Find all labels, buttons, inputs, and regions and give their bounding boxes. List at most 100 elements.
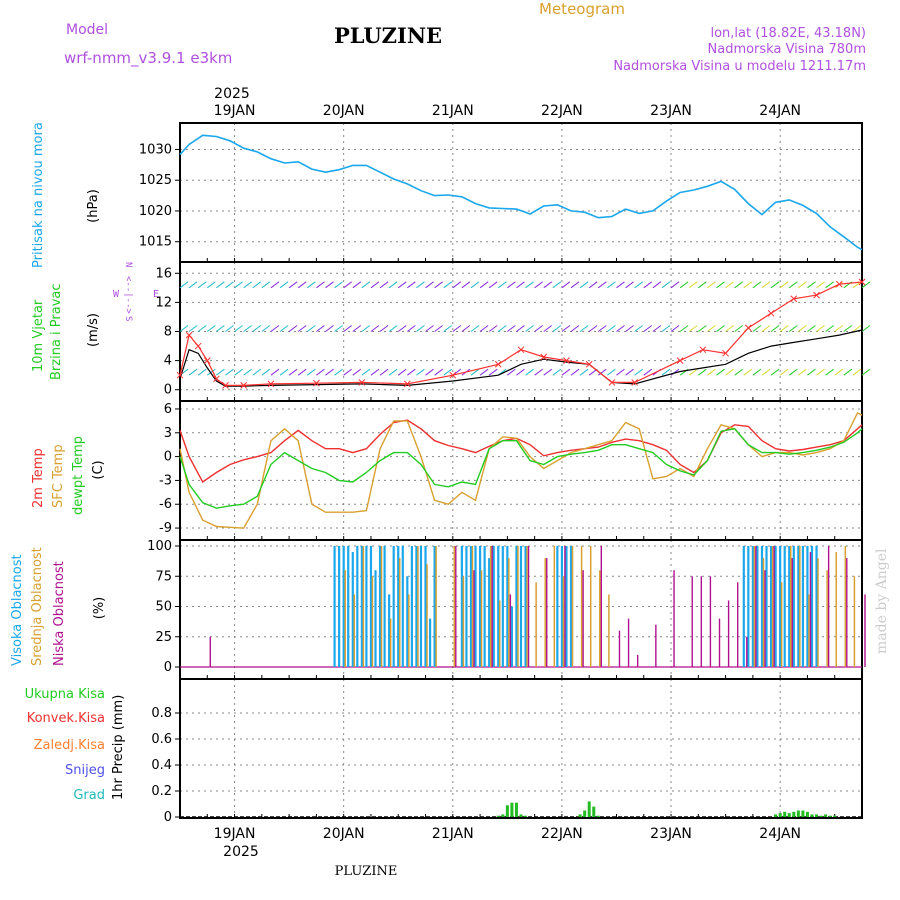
y-tick-label-1-2: 8 <box>164 325 172 340</box>
wind-barb-2-0 <box>179 281 189 289</box>
wind-barb-2-26 <box>297 281 307 289</box>
wind-barb-2-4 <box>197 281 207 289</box>
plot-layer: 1015 1020 1025 1030 0 4 8 12 16 -9 -6 -3 0 3 6 0 25 50 75 1… <box>139 103 871 842</box>
precip-bar-8 <box>583 810 587 817</box>
top-day-label-4: 23JAN <box>650 103 692 119</box>
precip-bar-7 <box>578 814 582 817</box>
wind-gust-marker-7 <box>267 380 275 388</box>
precip-bar-2 <box>505 805 509 817</box>
wind-barb-2-14 <box>243 281 252 289</box>
wind-barb-2-68 <box>488 281 498 289</box>
wind-barb-0-120 <box>725 368 734 376</box>
wind-barb-0-144 <box>834 368 844 376</box>
wind-gust-marker-13 <box>517 346 525 354</box>
y-tick-label-2-4: 3 <box>164 426 172 441</box>
wind-barb-2-150 <box>861 281 871 289</box>
y-tick-label-1-0: 0 <box>164 383 172 398</box>
cloud-label-high: Visoka Oblacnost <box>10 554 25 666</box>
wind-label-line1: 10m Vjetar <box>31 299 46 372</box>
wind-gust-marker-8 <box>313 379 320 387</box>
wind-barb-0-72 <box>507 368 516 376</box>
wind-gust-marker-19 <box>676 357 684 364</box>
wind-barb-0-18 <box>261 368 271 376</box>
wind-barb-2-122 <box>734 281 743 289</box>
wind-barb-1-138 <box>807 325 816 332</box>
wind-barb-1-118 <box>716 325 725 332</box>
wind-barb-1-54 <box>425 325 434 332</box>
model-name: wrf-nmm_v3.9.1 e3km <box>64 49 232 68</box>
cloud-label-mid: Srednja Oblacnost <box>30 547 45 666</box>
wind-barb-1-68 <box>488 325 498 332</box>
wind-barb-2-78 <box>534 281 543 289</box>
wind-barb-0-106 <box>661 368 671 376</box>
wind-barb-0-146 <box>843 368 853 376</box>
wind-barb-0-102 <box>643 368 653 376</box>
wind-barb-1-94 <box>607 325 616 332</box>
wind-gust-marker-26 <box>835 280 843 288</box>
wind-barb-2-18 <box>261 281 271 289</box>
wind-gust-marker-3 <box>203 357 211 364</box>
wind-barb-2-52 <box>416 281 425 289</box>
bottom-day-label-1: 20JAN <box>323 826 365 842</box>
wind-barb-1-92 <box>597 325 607 332</box>
wind-barb-1-74 <box>516 325 525 332</box>
y-tick-label-2-3: 0 <box>164 450 172 465</box>
wind-barb-2-66 <box>479 281 489 289</box>
subtitle: Meteogram <box>539 0 625 18</box>
wind-barb-0-54 <box>425 368 434 376</box>
wind-gust-marker-5 <box>222 382 229 389</box>
wind-speed-line <box>179 329 863 387</box>
precip-bar-1 <box>501 814 505 817</box>
wind-barb-2-6 <box>206 281 216 289</box>
wind-barb-0-140 <box>816 368 825 376</box>
precip-label-snow: Snijeg <box>65 763 105 778</box>
y-tick-label-2-1: -6 <box>159 497 172 512</box>
wind-barb-1-56 <box>434 325 443 332</box>
wind-barb-0-34 <box>334 368 343 376</box>
y-tick-label-4-4: 0.8 <box>151 706 172 721</box>
wind-barb-0-82 <box>552 368 562 376</box>
wind-barb-1-36 <box>343 325 352 332</box>
wind-barb-1-76 <box>525 325 534 332</box>
wind-barb-1-122 <box>734 325 743 332</box>
wind-barb-2-96 <box>616 281 625 289</box>
wind-barb-1-100 <box>634 325 643 332</box>
wind-barb-0-28 <box>307 368 316 376</box>
wind-barb-1-116 <box>707 325 716 332</box>
wind-barb-2-100 <box>634 281 643 289</box>
wind-gust-marker-24 <box>790 295 798 303</box>
precip-bar-15 <box>787 813 791 817</box>
wind-label-line2: Brzina i Pravac <box>49 283 64 380</box>
bottom-day-label-3: 22JAN <box>541 826 583 842</box>
wind-barb-2-82 <box>552 281 562 289</box>
wind-barb-2-46 <box>388 281 398 289</box>
wind-barb-2-32 <box>325 281 334 289</box>
wind-barb-0-122 <box>734 368 743 376</box>
precip-label-total: Ukupna Kisa <box>25 687 105 702</box>
wind-barb-0-126 <box>752 368 762 376</box>
wind-barb-2-140 <box>816 281 825 289</box>
wind-barb-2-80 <box>543 281 553 289</box>
wind-barb-1-64 <box>470 325 480 332</box>
wind-barb-1-102 <box>643 325 653 332</box>
wind-barb-2-44 <box>379 281 389 289</box>
wind-barb-2-12 <box>234 281 243 289</box>
wind-dir-south: S <box>123 316 133 321</box>
precip-bar-12 <box>774 814 778 817</box>
wind-barb-1-8 <box>216 325 225 332</box>
wind-barb-0-8 <box>216 368 225 376</box>
wind-barb-0-4 <box>197 368 207 376</box>
y-tick-label-4-3: 0.6 <box>151 732 172 747</box>
wind-barb-0-32 <box>325 368 334 376</box>
wind-barb-1-4 <box>197 325 207 332</box>
y-tick-label-1-4: 16 <box>155 266 172 281</box>
wind-barb-2-74 <box>516 281 525 289</box>
wind-barb-1-84 <box>561 325 571 332</box>
wind-barb-0-6 <box>206 368 216 376</box>
wind-barb-2-104 <box>652 281 662 289</box>
bottom-day-label-2: 21JAN <box>432 826 474 842</box>
top-day-label-5: 24JAN <box>759 103 801 119</box>
wind-barb-1-6 <box>206 325 216 332</box>
wind-barb-1-108 <box>670 325 680 332</box>
bottom-day-label-0: 19JAN <box>214 826 256 842</box>
